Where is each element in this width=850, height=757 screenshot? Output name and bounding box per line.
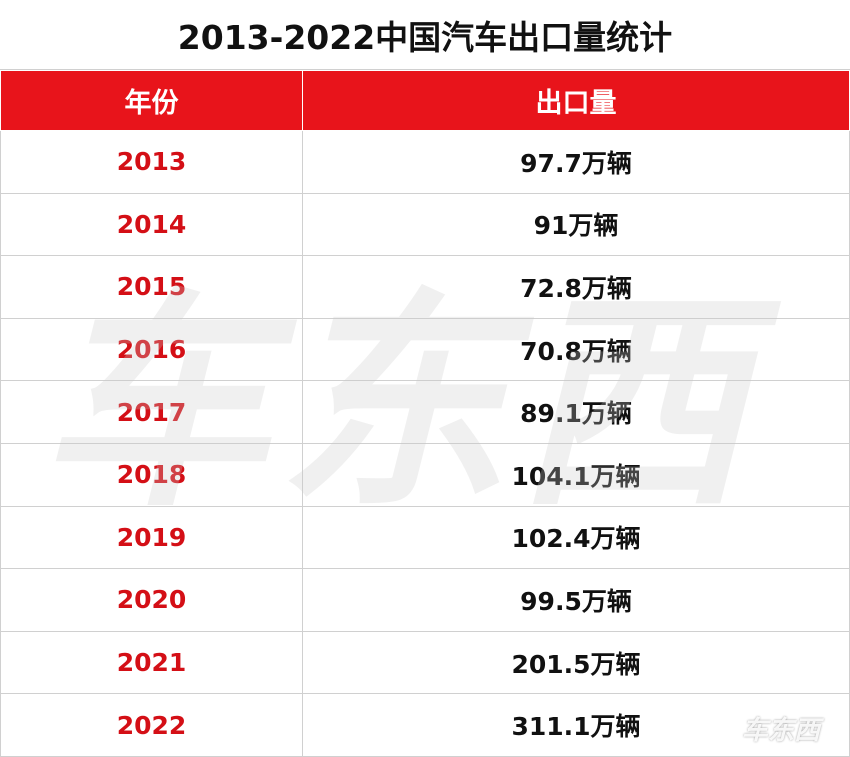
table-row: 2013 97.7万辆	[0, 130, 850, 194]
value-cell: 102.4万辆	[302, 505, 850, 570]
value-cell: 89.1万辆	[302, 380, 850, 444]
year-cell: 2016	[0, 317, 303, 382]
header-cell: 年份	[0, 70, 303, 131]
year-cell: 2021	[0, 630, 303, 695]
data-table: 年份 出口量 2013 97.7万辆 2014 91万辆 2015 72.8万辆 2016 7…	[0, 70, 850, 757]
table-row: 2020 99.5万辆	[0, 568, 850, 632]
table-row: 2022 311.1万辆	[0, 693, 850, 757]
table-row: 2015 72.8万辆	[0, 255, 850, 319]
year-cell: 2014	[0, 192, 303, 257]
year-cell: 2018	[0, 442, 303, 507]
table-row: 2017 89.1万辆	[0, 380, 850, 444]
value-cell: 91万辆	[302, 192, 850, 257]
table-row: 2014 91万辆	[0, 192, 850, 257]
table-title: 2013-2022中国汽车出口量统计	[0, 0, 850, 70]
value-cell: 70.8万辆	[302, 317, 850, 382]
year-cell: 2022	[0, 693, 303, 757]
year-cell: 2017	[0, 380, 303, 444]
table-body: 2013 97.7万辆 2014 91万辆 2015 72.8万辆 2016 70.8万辆 20…	[0, 130, 850, 757]
year-cell: 2019	[0, 505, 303, 570]
header-row: 年份 出口量	[0, 70, 850, 131]
table-row: 2016 70.8万辆	[0, 317, 850, 382]
value-cell: 104.1万辆	[302, 442, 850, 507]
value-cell: 97.7万辆	[302, 130, 850, 194]
year-cell: 2015	[0, 255, 303, 319]
table-row: 2021 201.5万辆	[0, 630, 850, 695]
year-cell: 2013	[0, 130, 303, 194]
value-cell: 99.5万辆	[302, 568, 850, 632]
table-row: 2018 104.1万辆	[0, 442, 850, 507]
value-cell: 311.1万辆	[302, 693, 850, 757]
table-row: 2019 102.4万辆	[0, 505, 850, 570]
value-cell: 72.8万辆	[302, 255, 850, 319]
year-cell: 2020	[0, 568, 303, 632]
value-cell: 201.5万辆	[302, 630, 850, 695]
header-cell: 出口量	[302, 70, 850, 131]
